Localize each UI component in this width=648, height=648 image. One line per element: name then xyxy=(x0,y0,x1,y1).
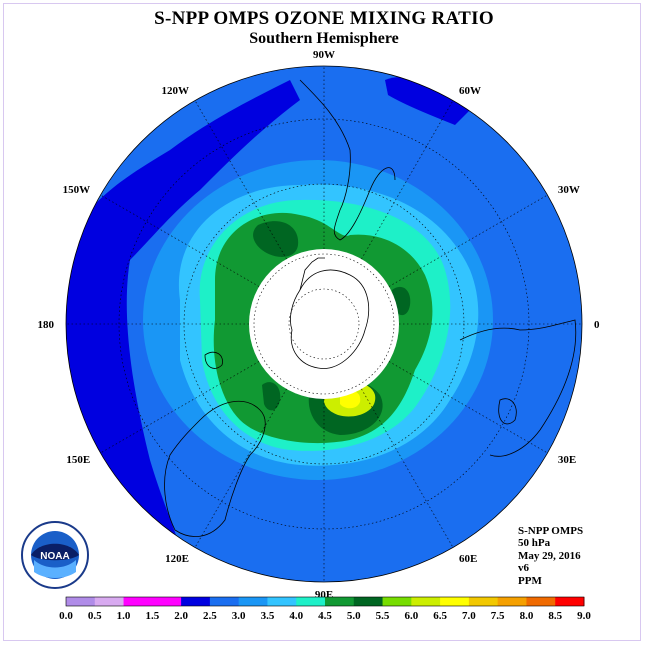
meridian-line xyxy=(361,100,454,260)
colorbar-swatch xyxy=(440,597,470,606)
colorbar-swatch xyxy=(555,597,585,606)
new-zealand xyxy=(204,351,223,369)
colorbar-tick-label: 6.5 xyxy=(433,610,447,622)
colorbar-tick-label: 4.0 xyxy=(289,610,303,622)
colorbar-swatch xyxy=(123,597,153,606)
south-america-coast xyxy=(299,79,396,241)
graticule xyxy=(66,66,582,582)
longitude-label: 60W xyxy=(459,85,481,97)
colorbar-tick-label: 7.5 xyxy=(491,610,505,622)
meridian-line xyxy=(388,361,548,454)
meridian-line xyxy=(361,388,454,548)
colorbar-tick-label: 2.5 xyxy=(203,610,217,622)
latitude-circle xyxy=(118,118,530,530)
field-dark-blue-band-west xyxy=(66,80,300,580)
longitude-label: 120W xyxy=(162,85,190,97)
colorbar-border xyxy=(65,596,585,607)
colorbar-swatch xyxy=(325,597,355,606)
info-instrument: S-NPP OMPS xyxy=(518,525,584,537)
australia-coast xyxy=(164,401,266,537)
longitude-label: 180 xyxy=(38,319,55,331)
latitude-circle xyxy=(253,253,395,395)
colorbar-swatch xyxy=(411,597,441,606)
colorbar-swatch xyxy=(94,597,125,606)
meridian-line xyxy=(388,194,548,287)
colorbar-swatch xyxy=(66,597,96,606)
colorbar-swatch xyxy=(382,597,412,606)
map-boundary xyxy=(65,65,583,583)
info-level: 50 hPa xyxy=(518,537,551,550)
page-frame xyxy=(3,3,641,641)
africa-coast xyxy=(459,319,577,457)
info-version: v6 xyxy=(518,562,529,575)
antarctica-coast xyxy=(290,269,370,369)
colorbar-tick-label: 5.0 xyxy=(347,610,361,622)
field-dark-green-3 xyxy=(262,382,281,411)
colorbar-swatch xyxy=(209,597,240,606)
colorbar-tick-label: 8.0 xyxy=(520,610,534,622)
no-data-pole-disc xyxy=(249,249,399,399)
colorbar-tick-label: 3.0 xyxy=(232,610,246,622)
latitude-circle xyxy=(183,183,465,465)
colorbar-tick-label: 6.0 xyxy=(404,610,418,622)
colorbar-tick-label: 0.0 xyxy=(59,610,73,622)
info-date: May 29, 2016 xyxy=(518,549,581,562)
meridian-line xyxy=(100,194,260,287)
longitude-label: 120E xyxy=(165,553,189,565)
colorbar-swatch xyxy=(497,597,527,606)
colorbar-tick-label: 4.5 xyxy=(318,610,332,622)
colorbar: 0.0 0.5 1.0 1.5 2.0 2.5 3.0 3.5 4.0 4.5 5.0 5.5 6.0 6… xyxy=(59,596,591,622)
colorbar-swatch xyxy=(468,597,499,606)
longitude-label: 60E xyxy=(459,553,477,565)
longitude-label: 150E xyxy=(66,454,90,466)
info-block: S-NPP OMPS 50 hPa May 29, 2016 v6 PPM xyxy=(518,525,583,587)
colorbar-tick-label: 2.0 xyxy=(174,610,188,622)
antarctic-peninsula xyxy=(299,257,325,291)
field-dark-blue-patch-ne xyxy=(385,76,470,125)
colorbar-tick-label: 5.5 xyxy=(376,610,390,622)
colorbar-swatch xyxy=(238,597,268,606)
map-title: S-NPP OMPS OZONE MIXING RATIO xyxy=(154,8,494,29)
longitude-label: 90W xyxy=(313,49,335,61)
colorbar-tick-label: 8.5 xyxy=(548,610,562,622)
map-subtitle: Southern Hemisphere xyxy=(249,30,399,47)
colorbar-swatch xyxy=(181,597,211,606)
colorbar-tick-label: 0.5 xyxy=(88,610,102,622)
colorbar-tick-label: 9.0 xyxy=(577,610,591,622)
longitude-label: 0 xyxy=(594,319,600,331)
colorbar-swatch xyxy=(526,597,556,606)
madagascar xyxy=(498,398,517,425)
meridian-line xyxy=(194,388,287,548)
field-dark-green-1 xyxy=(253,221,299,257)
coastlines xyxy=(164,79,577,537)
meridian-line xyxy=(194,100,287,260)
info-units: PPM xyxy=(518,574,542,587)
longitude-label: 150W xyxy=(63,184,91,196)
meridian-line xyxy=(100,361,260,454)
colorbar-tick-label: 7.0 xyxy=(462,610,476,622)
colorbar-swatch xyxy=(296,597,326,606)
logo-text: NOAA xyxy=(40,551,69,562)
latitude-circle xyxy=(288,288,360,360)
noaa-logo: NOAA xyxy=(21,521,89,589)
longitude-label: 30W xyxy=(558,184,580,196)
colorbar-tick-label: 3.5 xyxy=(261,610,275,622)
colorbar-tick-label: 1.0 xyxy=(117,610,131,622)
colorbar-swatch xyxy=(353,597,384,606)
longitude-label: 30E xyxy=(558,454,576,466)
colorbar-swatch xyxy=(267,597,297,606)
colorbar-swatch xyxy=(152,597,182,606)
colorbar-tick-label: 1.5 xyxy=(145,610,159,622)
